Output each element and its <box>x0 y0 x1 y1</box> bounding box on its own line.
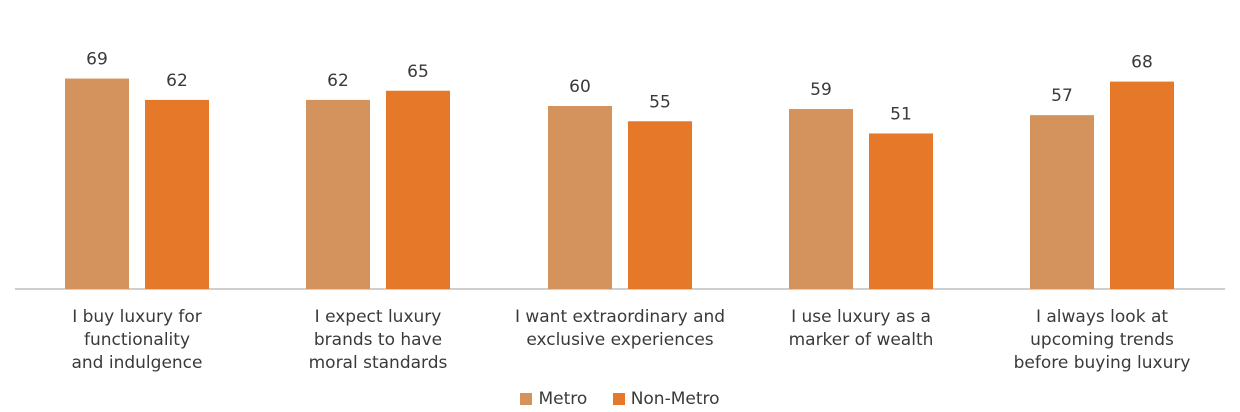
bar-non-metro-4 <box>1110 81 1174 289</box>
bar-metro-1 <box>306 99 370 290</box>
category-label-line: brands to have <box>313 330 443 350</box>
data-label-non-metro-0: 62 <box>166 71 188 91</box>
data-label-non-metro-2: 55 <box>649 92 671 112</box>
bar-non-metro-0 <box>145 99 209 290</box>
data-label-metro-4: 57 <box>1051 86 1073 106</box>
category-label-line: and indulgence <box>71 353 203 373</box>
data-label-metro-0: 69 <box>86 50 108 70</box>
legend-label-non-metro: Non-Metro <box>630 389 720 409</box>
category-label-line: marker of wealth <box>788 330 934 350</box>
category-label-line: upcoming trends <box>1030 330 1174 350</box>
legend-item-metro: Metro <box>520 389 587 409</box>
bar-metro-4 <box>1030 115 1094 290</box>
category-label-4: I always look at upcoming trends before bu… <box>987 306 1217 375</box>
data-label-non-metro-4: 68 <box>1131 53 1153 73</box>
category-label-2: I want extraordinary and exclusive experi… <box>505 306 735 352</box>
bar-non-metro-3 <box>869 133 933 289</box>
legend-item-non-metro: Non-Metro <box>612 389 720 409</box>
category-label-line: before buying luxury <box>1013 353 1191 373</box>
category-label-line: moral standards <box>308 353 448 373</box>
category-label-line: I expect luxury <box>314 307 442 327</box>
data-label-metro-1: 62 <box>327 71 349 91</box>
legend: Metro Non-Metro <box>0 389 1240 410</box>
data-label-non-metro-1: 65 <box>407 62 429 82</box>
category-label-3: I use luxury as a marker of wealth <box>746 306 976 352</box>
legend-swatch-non-metro <box>612 393 625 405</box>
category-label-line: I buy luxury for <box>72 307 202 327</box>
bar-chart: 69 62 62 65 60 55 59 51 57 68 <box>15 50 1225 290</box>
category-label-line: I want extraordinary and <box>514 307 726 327</box>
category-label-line: I use luxury as a <box>791 307 931 327</box>
legend-label-metro: Metro <box>538 389 588 409</box>
category-label-line: functionality <box>83 330 191 350</box>
legend-swatch-metro <box>520 393 533 405</box>
bar-non-metro-2 <box>628 121 692 289</box>
bar-metro-3 <box>789 109 853 289</box>
bar-non-metro-1 <box>386 90 450 289</box>
data-label-metro-2: 60 <box>569 77 591 97</box>
bar-metro-0 <box>65 78 129 289</box>
bar-metro-2 <box>548 106 612 289</box>
category-label-line: exclusive experiences <box>526 330 714 350</box>
category-label-line: I always look at <box>1035 307 1169 327</box>
category-label-0: I buy luxury for functionality and indulge… <box>22 306 252 375</box>
category-label-1: I expect luxury brands to have moral stand… <box>263 306 493 375</box>
data-label-non-metro-3: 51 <box>890 104 912 124</box>
data-label-metro-3: 59 <box>810 80 832 100</box>
